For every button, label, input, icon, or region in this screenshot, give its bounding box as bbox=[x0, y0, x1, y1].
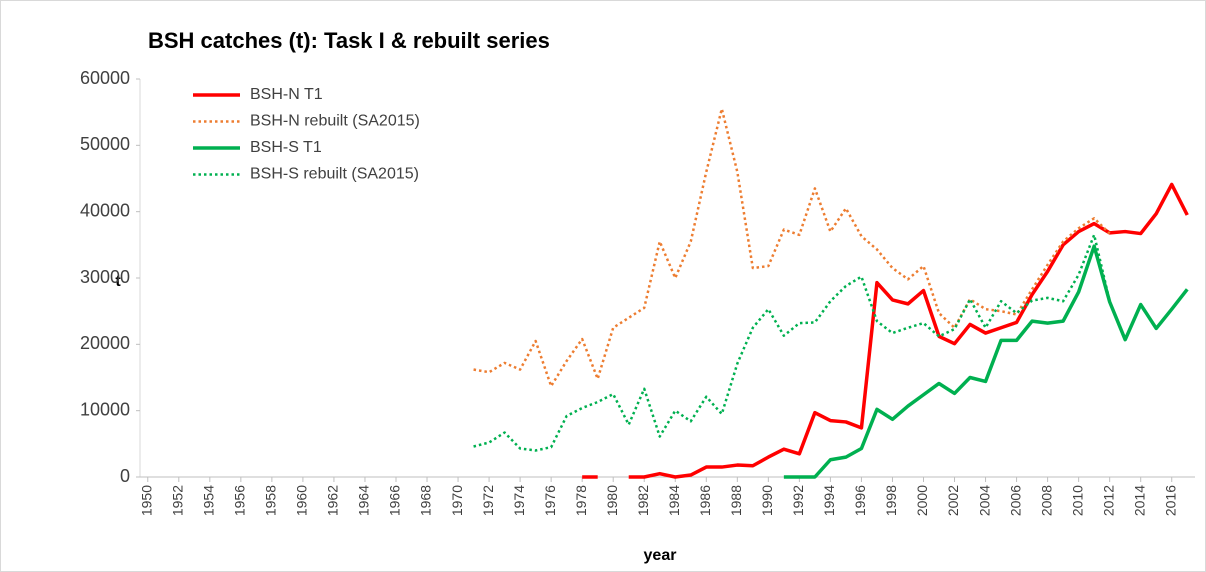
x-tick-label: 1970 bbox=[449, 485, 465, 516]
legend-label: BSH-N T1 bbox=[250, 86, 323, 103]
x-tick-label: 2000 bbox=[914, 485, 930, 516]
x-tick-label: 1960 bbox=[294, 485, 310, 516]
legend-label: BSH-S T1 bbox=[250, 139, 322, 156]
x-tick-label: 1966 bbox=[387, 485, 403, 516]
x-tick-label: 1952 bbox=[169, 485, 185, 516]
x-tick-label: 1962 bbox=[325, 485, 341, 516]
y-tick-label: 30000 bbox=[80, 267, 130, 287]
x-tick-label: 1980 bbox=[604, 485, 620, 516]
x-tick-label: 1968 bbox=[418, 485, 434, 516]
x-axis-label: year bbox=[644, 547, 677, 564]
x-tick-label: 1972 bbox=[480, 485, 496, 516]
y-tick-label: 0 bbox=[120, 466, 130, 486]
x-tick-label: 1950 bbox=[138, 485, 154, 516]
y-tick-label: 50000 bbox=[80, 134, 130, 154]
x-tick-label: 2012 bbox=[1100, 485, 1116, 516]
x-tick-label: 1976 bbox=[542, 485, 558, 516]
x-tick-label: 1992 bbox=[790, 485, 806, 516]
legend-label: BSH-N rebuilt (SA2015) bbox=[250, 113, 420, 130]
x-tick-label: 1994 bbox=[821, 485, 837, 516]
x-tick-label: 1964 bbox=[356, 485, 372, 516]
y-tick-label: 60000 bbox=[80, 68, 130, 88]
y-tick-label: 40000 bbox=[80, 200, 130, 220]
x-tick-label: 1974 bbox=[511, 485, 527, 516]
x-tick-label: 1984 bbox=[666, 485, 682, 516]
x-tick-label: 1996 bbox=[852, 485, 868, 516]
x-tick-label: 2016 bbox=[1162, 485, 1178, 516]
x-tick-label: 1986 bbox=[697, 485, 713, 516]
legend: BSH-N T1 BSH-N rebuilt (SA2015) BSH-S T1 BS… bbox=[193, 86, 420, 183]
x-tick-label: 2008 bbox=[1038, 485, 1054, 516]
y-tick-label: 20000 bbox=[80, 333, 130, 353]
x-tick-label: 1982 bbox=[635, 485, 651, 516]
y-axis-label: t bbox=[115, 273, 121, 290]
x-tick-label: 2002 bbox=[945, 485, 961, 516]
x-tick-label: 2010 bbox=[1069, 485, 1085, 516]
legend-label: BSH-S rebuilt (SA2015) bbox=[250, 166, 419, 183]
x-tick-label: 1998 bbox=[883, 485, 899, 516]
series-line bbox=[582, 182, 1189, 479]
x-tick-label: 2004 bbox=[976, 485, 992, 516]
x-tick-label: 1954 bbox=[201, 485, 217, 516]
series-line bbox=[473, 107, 1111, 388]
x-tick-label: 1956 bbox=[232, 485, 248, 516]
x-tick-label: 1978 bbox=[573, 485, 589, 516]
x-tick-label: 1958 bbox=[263, 485, 279, 516]
series-line bbox=[783, 244, 1189, 479]
series-line bbox=[473, 233, 1111, 452]
x-tick-label: 2014 bbox=[1131, 485, 1147, 516]
y-tick-label: 10000 bbox=[80, 399, 130, 419]
x-tick-label: 2006 bbox=[1007, 485, 1023, 516]
x-tick-label: 1988 bbox=[728, 485, 744, 516]
x-tick-label: 1990 bbox=[759, 485, 775, 516]
chart-title: BSH catches (t): Task I & rebuilt series bbox=[148, 28, 550, 53]
